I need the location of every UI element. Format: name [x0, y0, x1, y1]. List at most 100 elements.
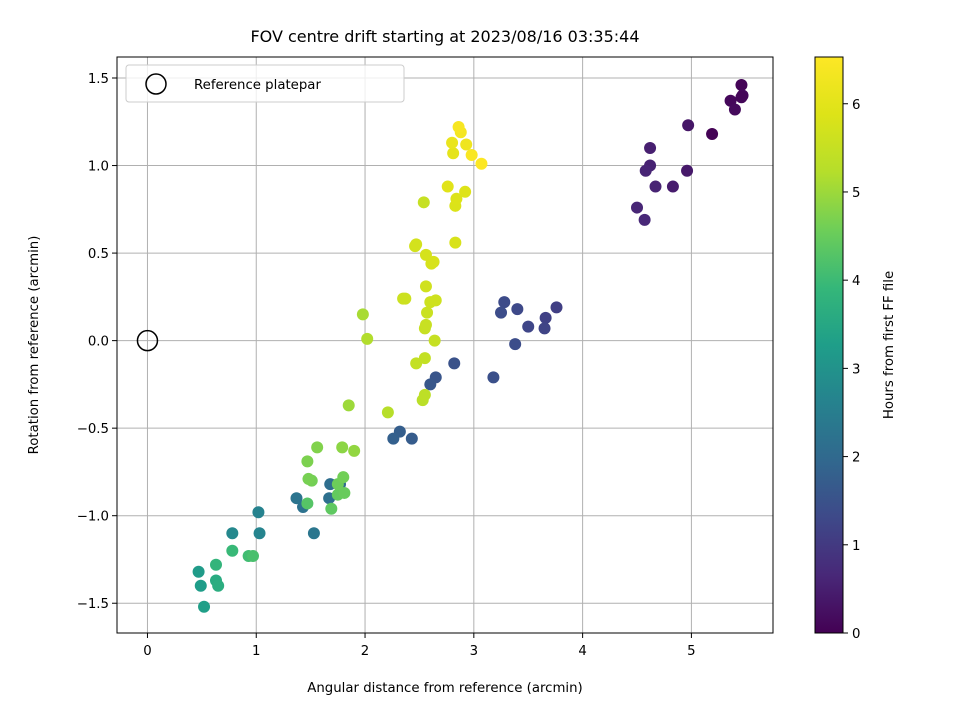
- scatter-point: [348, 444, 361, 457]
- y-tick-label: −1.5: [77, 597, 109, 612]
- scatter-point: [399, 292, 412, 305]
- scatter-point: [538, 322, 551, 335]
- legend: Reference platepar: [125, 64, 405, 103]
- scatter-point: [246, 549, 259, 562]
- scatter-point: [325, 502, 338, 515]
- y-tick-label: 1.0: [88, 160, 109, 175]
- scatter-point: [649, 180, 662, 193]
- colorbar-tick-label: 1: [852, 539, 860, 554]
- scatter-point: [511, 303, 524, 316]
- scatter-point: [441, 180, 454, 193]
- scatter-point: [337, 471, 350, 484]
- scatter-point: [427, 255, 440, 268]
- colorbar-gradient: [814, 56, 844, 634]
- y-tick-label: 0.5: [88, 247, 109, 262]
- colorbar-tick-label: 0: [852, 627, 860, 642]
- scatter-point: [418, 352, 431, 365]
- colorbar-ticks: 0 1 2 3 4 5 6: [843, 98, 860, 642]
- scatter-point: [192, 565, 205, 578]
- legend-marker: [145, 73, 167, 95]
- scatter-point: [550, 301, 563, 314]
- y-axis-label: Rotation from reference (arcmin): [27, 236, 42, 455]
- scatter-point: [338, 486, 351, 499]
- plot-frame: [116, 56, 774, 634]
- scatter-point: [356, 308, 369, 321]
- scatter-point: [198, 600, 211, 613]
- scatter-point: [307, 527, 320, 540]
- scatter-point: [253, 527, 266, 540]
- colorbar-tick-label: 5: [852, 186, 860, 201]
- reference-point: [136, 329, 159, 352]
- scatter-point: [452, 121, 465, 134]
- scatter-point: [475, 157, 488, 170]
- scatter-point: [446, 136, 459, 149]
- scatter-point: [405, 432, 418, 445]
- colorbar: 0 1 2 3 4 5 6 Hours from first FF file: [814, 56, 897, 642]
- scatter-point: [226, 527, 239, 540]
- scatter-point: [495, 306, 508, 319]
- colorbar-tick-label: 2: [852, 451, 860, 466]
- y-tick-label: 1.5: [88, 72, 109, 87]
- scatter-point: [487, 371, 500, 384]
- scatter-point: [421, 306, 434, 319]
- scatter-point: [209, 558, 222, 571]
- scatter-point: [509, 338, 522, 351]
- scatter-point: [419, 280, 432, 293]
- scatter-point: [381, 406, 394, 419]
- y-tick-label: −0.5: [77, 422, 109, 437]
- scatter-point: [638, 213, 651, 226]
- scatter-point: [311, 441, 324, 454]
- scatter-point: [681, 164, 694, 177]
- scatter-point: [428, 334, 441, 347]
- scatter-point: [450, 192, 463, 205]
- x-tick-label: 5: [687, 644, 695, 659]
- scatter-point: [387, 432, 400, 445]
- scatter-point: [301, 455, 314, 468]
- scatter-point: [226, 544, 239, 557]
- x-axis-label: Angular distance from reference (arcmin): [307, 681, 582, 696]
- scatter-point: [639, 164, 652, 177]
- colorbar-tick-label: 6: [852, 98, 860, 113]
- x-tick-label: 3: [470, 644, 478, 659]
- legend-box: [125, 64, 405, 103]
- x-tick-label: 4: [578, 644, 586, 659]
- scatter-point: [522, 320, 535, 333]
- scatter-point: [419, 318, 432, 331]
- colorbar-tick-label: 3: [852, 362, 860, 377]
- scatter-point: [336, 441, 349, 454]
- scatter-point: [459, 185, 472, 198]
- scatter-point: [424, 378, 437, 391]
- scatter-point: [419, 248, 432, 261]
- scatter-point: [465, 149, 478, 162]
- scatter-point: [682, 119, 695, 132]
- legend-label: Reference platepar: [194, 78, 321, 93]
- scatter-point: [194, 579, 207, 592]
- scatter-point: [735, 79, 748, 92]
- colorbar-tick-label: 4: [852, 274, 860, 289]
- chart-title: FOV centre drift starting at 2023/08/16 …: [250, 27, 639, 46]
- scatter-point: [631, 201, 644, 214]
- y-axis-ticks: −1.5 −1.0 −0.5 0.0 0.5 1.0 1.5: [77, 72, 117, 612]
- scatter-points: [192, 79, 749, 613]
- plot-background: [117, 57, 773, 633]
- plot-area: 0 1 2 3 4 5 −1.5 −1.0 −0.5 0.0 0.5 1.0 1.5 Referenc…: [77, 56, 774, 659]
- scatter-point: [301, 497, 314, 510]
- scatter-point: [361, 332, 374, 345]
- scatter-point: [498, 296, 511, 309]
- scatter-point: [666, 180, 679, 193]
- y-tick-label: 0.0: [88, 335, 109, 350]
- scatter-point: [302, 472, 315, 485]
- scatter-point: [212, 579, 225, 592]
- scatter-point: [418, 388, 431, 401]
- scatter-point: [429, 294, 442, 307]
- scatter-point: [460, 138, 473, 151]
- x-tick-label: 0: [143, 644, 151, 659]
- scatter-point: [342, 399, 355, 412]
- colorbar-label: Hours from first FF file: [882, 271, 897, 419]
- scatter-point: [417, 196, 430, 209]
- scatter-point: [410, 238, 423, 251]
- scatter-point: [644, 142, 657, 155]
- x-tick-label: 2: [361, 644, 369, 659]
- grid: [117, 57, 773, 633]
